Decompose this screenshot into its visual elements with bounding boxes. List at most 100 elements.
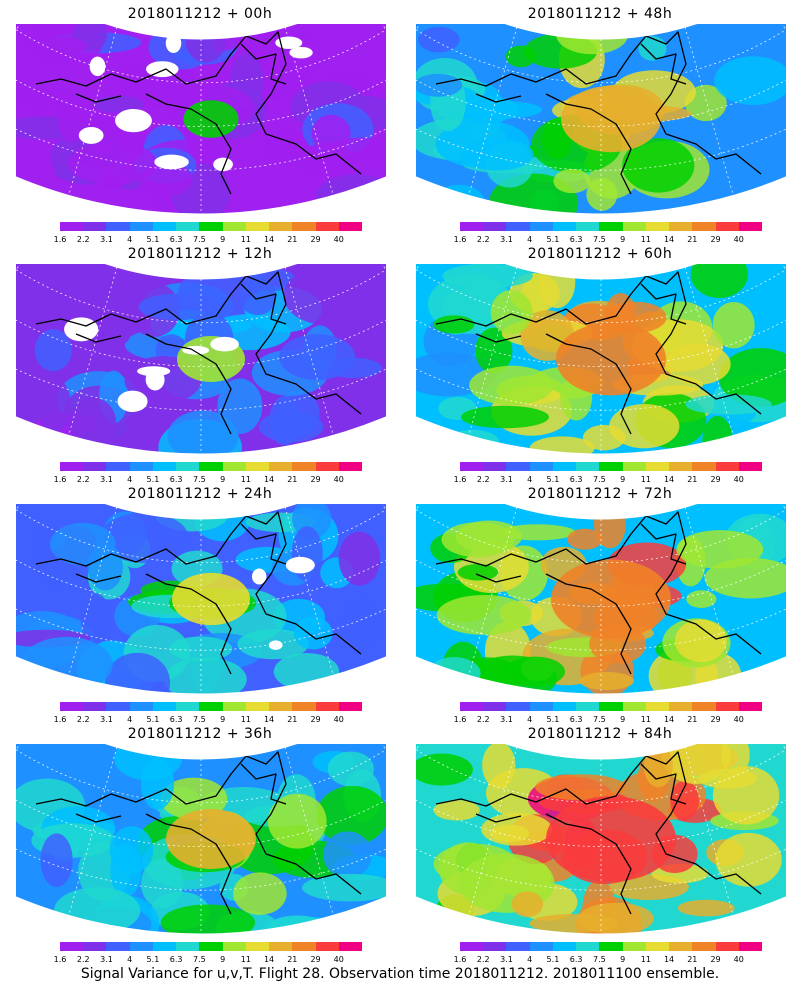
colorbar-swatch (622, 942, 646, 951)
colorbar-swatch (599, 222, 623, 231)
colorbar-swatch (483, 702, 507, 711)
colorbar-swatch (245, 942, 270, 951)
colorbar-tick-label: 9 (220, 955, 226, 964)
colorbar-tick-label: 7.5 (193, 715, 206, 724)
colorbar-tick-label: 5.1 (546, 715, 560, 724)
colorbar-tick-label: 4 (527, 715, 533, 724)
coastline (35, 511, 362, 675)
colorbar-swatch (199, 942, 223, 951)
colorbar-swatch (338, 222, 363, 231)
colorbar-tick-label: 1.6 (453, 475, 467, 484)
colorbar-tick-label: 2.2 (76, 715, 90, 724)
variance-map (416, 24, 786, 215)
colorbar-swatch (60, 942, 84, 951)
colorbar-tick-label: 9 (620, 475, 626, 484)
colorbar-swatch (245, 462, 270, 471)
colorbar-tick-label: 4 (127, 475, 133, 484)
colorbar-tick-label: 9 (220, 235, 226, 244)
colorbar-swatch (599, 702, 623, 711)
colorbar-tick-label: 7.5 (193, 235, 206, 244)
colorbar-swatch (129, 942, 153, 951)
colorbar-tick-label: 1.6 (53, 475, 67, 484)
colorbar-tick-label: 14 (663, 955, 675, 964)
colorbar-tick-label: 14 (663, 715, 675, 724)
colorbar-labels: 1.6 2.2 3.1 4 5.1 6.3 7.5 9 11 14 21 29 40 (53, 475, 362, 485)
variance-map (416, 504, 786, 695)
colorbar-swatch (738, 702, 763, 711)
colorbar-swatch (338, 942, 363, 951)
colorbar-tick-label: 9 (220, 475, 226, 484)
figure-caption: Signal Variance for u,v,T. Flight 28. Ob… (80, 966, 720, 982)
colorbar-swatch (60, 462, 84, 471)
colorbar-tick-label: 21 (687, 715, 698, 724)
colorbar-tick-label: 21 (287, 235, 298, 244)
colorbar-swatch (292, 462, 316, 471)
colorbar-swatch (245, 222, 270, 231)
colorbar-tick-label: 21 (287, 955, 298, 964)
colorbar-tick-label: 5.1 (546, 475, 560, 484)
colorbar-tick-label: 14 (663, 235, 675, 244)
colorbar-swatch (199, 702, 223, 711)
colorbar-swatch (222, 702, 246, 711)
variance-map (16, 24, 386, 215)
map-panel: 2018011212 + 24h 1.6 2.2 3.1 4 5.1 6.3 7.5 9 11 14… (0, 480, 400, 724)
colorbar-tick-label: 7.5 (593, 955, 606, 964)
colorbar-tick-label: 3.1 (100, 475, 113, 484)
colorbar-tick-label: 11 (240, 955, 251, 964)
colorbar-swatch (176, 222, 200, 231)
variance-map (416, 744, 786, 935)
colorbar-tick-label: 29 (710, 715, 721, 724)
panel-title: 2018011212 + 00h (127, 6, 273, 22)
colorbar-swatch (269, 222, 293, 231)
colorbar-swatch (199, 462, 223, 471)
colorbar-tick-label: 11 (240, 715, 251, 724)
colorbar-tick-label: 7.5 (593, 235, 606, 244)
colorbar-tick-label: 3.1 (100, 955, 113, 964)
colorbar-tick-label: 29 (310, 235, 321, 244)
coastline (435, 751, 762, 915)
colorbar-tick-label: 5.1 (146, 715, 160, 724)
colorbar-swatch (152, 702, 177, 711)
colorbar-labels: 1.6 2.2 3.1 4 5.1 6.3 7.5 9 11 14 21 29 40 (54, 715, 362, 725)
colorbar-tick-label: 14 (263, 475, 275, 484)
colorbar (460, 462, 763, 474)
colorbar-swatch (669, 462, 693, 471)
colorbar-tick-label: 21 (687, 475, 698, 484)
colorbar-swatch (669, 942, 693, 951)
colorbar-tick-label: 40 (333, 235, 344, 244)
colorbar-swatch (176, 462, 200, 471)
colorbar-tick-label: 4 (527, 235, 533, 244)
colorbar-tick-label: 21 (687, 955, 698, 964)
colorbar-swatch (738, 462, 763, 471)
colorbar-swatch (738, 942, 763, 951)
colorbar-swatch (506, 462, 530, 471)
colorbar-tick-label: 40 (733, 955, 744, 964)
colorbar-tick-label: 5.1 (146, 235, 160, 244)
colorbar-swatch (552, 462, 577, 471)
colorbar-swatch (338, 462, 363, 471)
colorbar-tick-label: 6.3 (569, 715, 583, 724)
colorbar-tick-label: 3.1 (500, 955, 513, 964)
colorbar-tick-label: 14 (263, 235, 275, 244)
colorbar-tick-label: 21 (287, 715, 298, 724)
colorbar-tick-label: 2.2 (76, 475, 90, 484)
colorbar-tick-label: 2.2 (476, 475, 490, 484)
map-panel: 2018011212 + 48h 1.6 2.2 3.1 4 5.1 6.3 7.5 9 11 14… (400, 0, 800, 244)
colorbar-swatch (715, 702, 739, 711)
colorbar-swatch (645, 462, 670, 471)
colorbar-tick-label: 3.1 (500, 475, 513, 484)
colorbar-swatch (83, 942, 107, 951)
colorbar-labels: 1.6 2.2 3.1 4 5.1 6.3 7.5 9 11 14 21 29 40 (453, 475, 762, 485)
colorbar (460, 702, 763, 714)
colorbar-swatch (506, 942, 530, 951)
colorbar-swatch (292, 702, 316, 711)
colorbar-tick-label: 40 (333, 715, 344, 724)
colorbar-swatch (315, 702, 339, 711)
colorbar-tick-label: 5.1 (546, 955, 560, 964)
colorbar-swatch (152, 462, 177, 471)
colorbar-swatch (176, 702, 200, 711)
map-panel: 2018011212 + 00h 1.6 2.2 3.1 4 5.1 6.3 7.5 9 11 14… (0, 0, 400, 244)
colorbar-swatch (692, 222, 716, 231)
colorbar-tick-label: 40 (333, 475, 344, 484)
colorbar-tick-label: 4 (527, 955, 533, 964)
